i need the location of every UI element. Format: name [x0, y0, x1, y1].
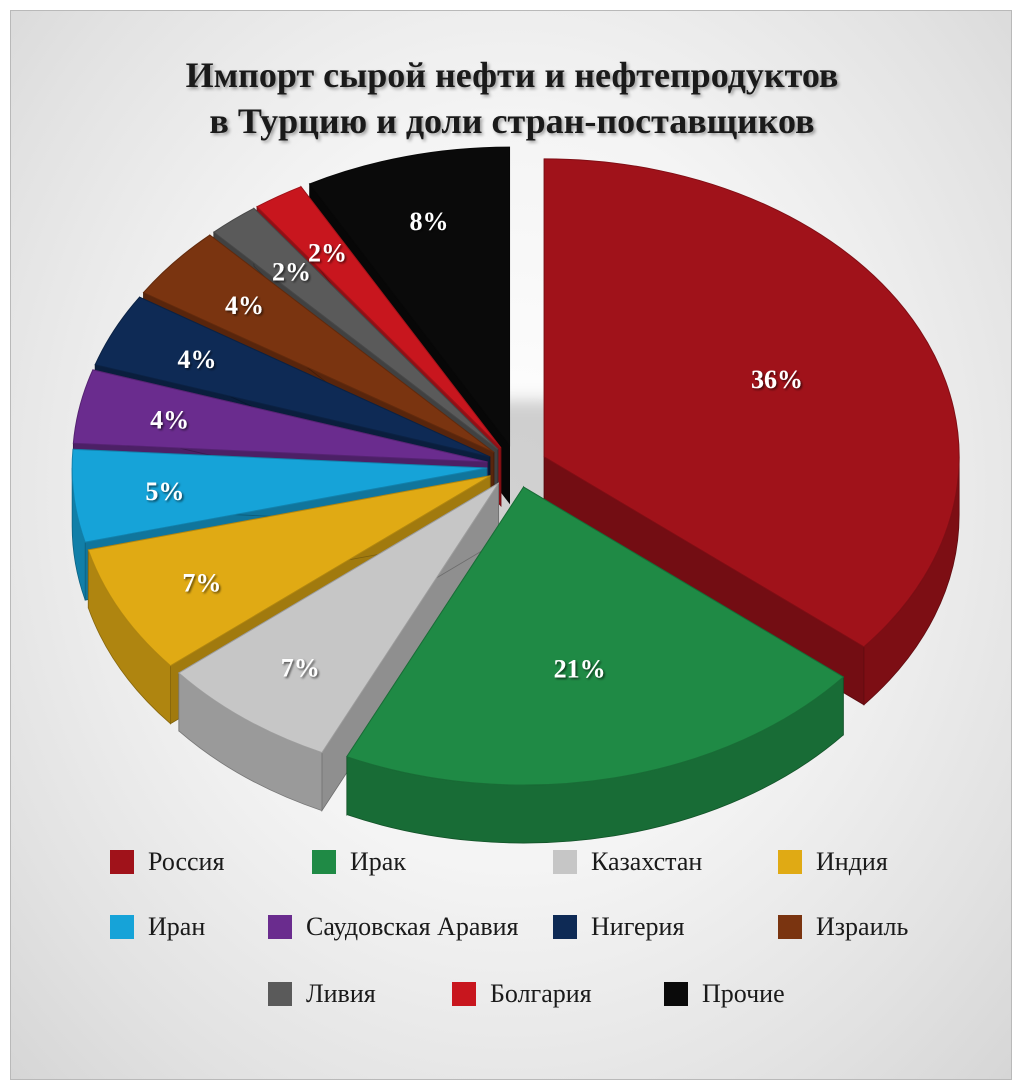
legend-item-3: Индия — [778, 847, 888, 877]
slice-4 — [71, 448, 488, 543]
slice-10-label: 8% — [410, 207, 449, 236]
slice-2-label: 7% — [281, 654, 320, 683]
legend-swatch — [778, 850, 802, 874]
legend-label: Ливия — [306, 979, 376, 1008]
slice-5-label: 4% — [150, 405, 189, 434]
slice-1-label: 21% — [554, 654, 606, 683]
pie-labels: 36% 21% 7% 7% 5% 4% 4% 4% 2%2% 8% — [145, 207, 803, 683]
legend-item-2: Казахстан — [553, 847, 702, 877]
legend-swatch — [664, 982, 688, 1006]
legend-swatch — [553, 850, 577, 874]
chart-title-line-1: Импорт сырой нефти и нефтепродуктов — [185, 55, 839, 95]
legend-item-6: Нигерия — [553, 912, 684, 942]
legend-label: Индия — [816, 847, 888, 876]
chart-title: Импорт сырой нефти и нефтепродуктов в Ту… — [0, 52, 1024, 144]
slice-6 — [94, 296, 491, 458]
legend-label: Казахстан — [591, 847, 703, 876]
legend-label: Израиль — [816, 912, 909, 941]
legend-label: Болгария — [490, 979, 592, 1008]
legend-item-0: Россия — [110, 847, 224, 877]
legend-item-4: Иран — [110, 912, 205, 942]
legend-swatch — [110, 850, 134, 874]
slice-2 — [177, 482, 500, 754]
legend-item-10: Прочие — [664, 979, 785, 1009]
legend-swatch — [110, 915, 134, 939]
legend-label: Россия — [148, 847, 225, 876]
slice-8-label: 2% — [272, 257, 311, 286]
legend-swatch — [268, 982, 292, 1006]
slice-7-label: 4% — [225, 291, 264, 320]
slice-7 — [142, 234, 495, 453]
slice-8 — [212, 207, 499, 450]
slice-3-label: 7% — [182, 568, 221, 597]
slice-0-label: 36% — [751, 365, 803, 394]
pie-tops — [71, 146, 960, 786]
legend-label: Саудовская Аравия — [306, 912, 519, 941]
legend-item-9: Болгария — [452, 979, 592, 1009]
legend-swatch — [268, 915, 292, 939]
chart-title-line-2: в Турцию и доли стран-поставщиков — [209, 101, 815, 141]
legend-item-5: Саудовская Аравия — [268, 912, 519, 942]
slice-10 — [308, 146, 511, 447]
legend-label: Прочие — [702, 979, 785, 1008]
slice-9-label: 2% — [308, 239, 347, 268]
legend-label: Нигерия — [591, 912, 685, 941]
legend-swatch — [553, 915, 577, 939]
legend-swatch — [778, 915, 802, 939]
legend-label: Иран — [148, 912, 206, 941]
legend-label: Ирак — [350, 847, 406, 876]
legend-item-7: Израиль — [778, 912, 908, 942]
slice-9 — [256, 186, 502, 449]
slice-0 — [543, 158, 960, 648]
legend-swatch — [452, 982, 476, 1006]
slice-3 — [87, 475, 491, 667]
legend-swatch — [312, 850, 336, 874]
slice-6-label: 4% — [177, 345, 216, 374]
legend-item-1: Ирак — [312, 847, 406, 877]
slice-4-label: 5% — [145, 477, 184, 506]
slice-5 — [72, 369, 488, 463]
slice-1 — [346, 486, 845, 786]
legend-item-8: Ливия — [268, 979, 376, 1009]
